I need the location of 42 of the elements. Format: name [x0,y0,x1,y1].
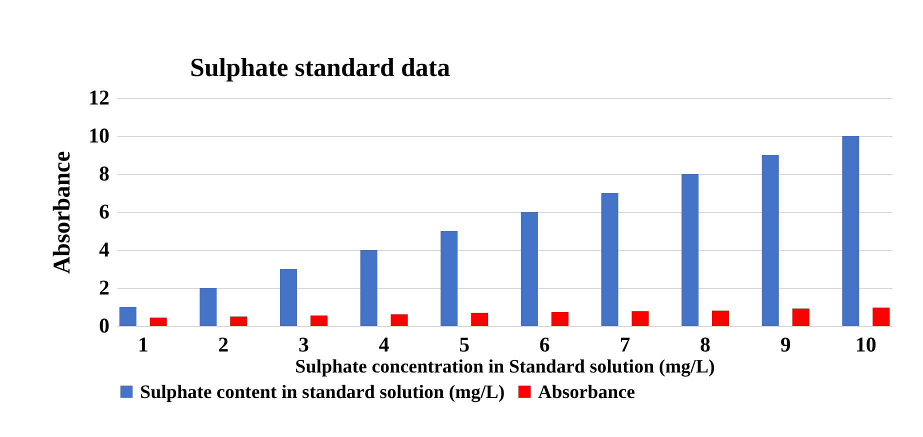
y-tick-label: 12 [88,86,110,110]
y-tick-label: 2 [99,276,110,300]
chart-title: Sulphate standard data [190,53,450,82]
bar [872,308,890,326]
legend-label: Absorbance [538,382,636,403]
bar [762,155,779,326]
y-tick-label: 8 [99,162,110,186]
bar [551,312,568,326]
bar [360,250,378,326]
x-tick-label: 2 [218,332,229,356]
bar [601,193,618,326]
y-tick-label: 10 [88,124,110,148]
x-tick-label: 10 [855,332,876,356]
x-tick-label: 8 [700,332,711,356]
x-tick-label: 7 [620,332,630,356]
y-tick-label: 4 [99,238,110,262]
bar [792,308,810,326]
x-tick-label: 5 [459,332,470,356]
bar [632,311,649,326]
bar [150,318,167,326]
bar [712,310,730,326]
y-tick-label: 6 [99,200,110,224]
x-tick-label: 1 [138,332,148,356]
bar [390,314,408,326]
bar [280,269,297,326]
bar [471,312,488,326]
x-tick-label: 6 [539,332,550,356]
x-tick-label: 4 [378,332,390,356]
bar [310,316,328,326]
bar [842,136,860,326]
x-axis-title: Sulphate concentration in Standard solution (mg/L) [295,356,715,378]
x-tick-label: 3 [298,332,309,356]
legend-label: Sulphate content in standard solution (mg/L) [140,382,505,403]
bar [440,231,458,326]
bar [200,288,217,326]
bar [230,316,248,326]
bar [682,174,699,326]
bar [520,212,538,326]
y-axis-title: Absorbance [50,150,76,274]
y-tick-label: 0 [99,314,110,338]
bar [119,307,136,326]
x-tick-label: 9 [780,332,791,356]
